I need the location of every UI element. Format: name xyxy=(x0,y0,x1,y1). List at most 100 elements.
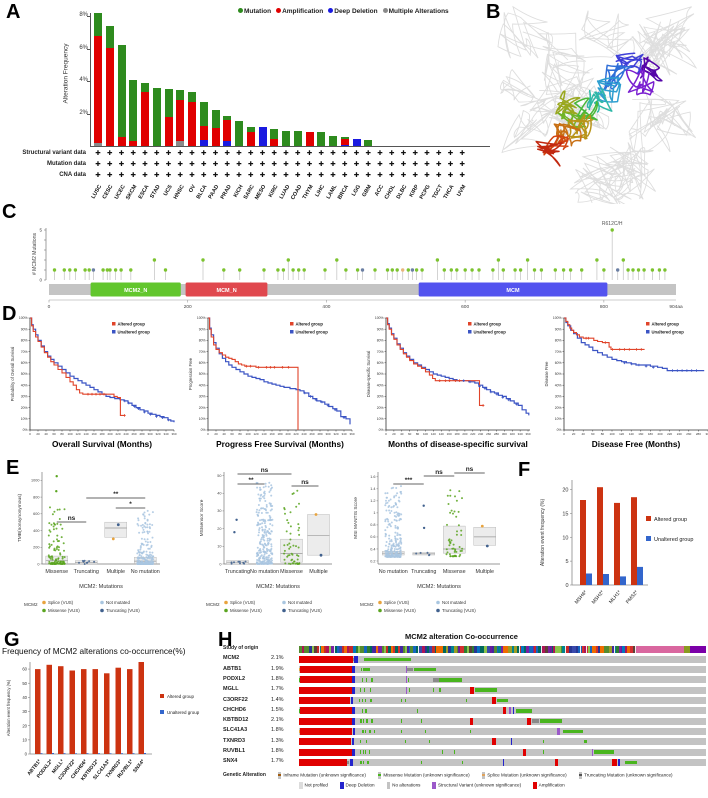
plus-icon: ✚ xyxy=(154,161,160,168)
alteration-seg xyxy=(406,667,414,672)
alteration-seg xyxy=(617,758,620,766)
alteration-seg xyxy=(512,707,515,715)
svg-text:30%: 30% xyxy=(377,395,384,399)
alteration-seg xyxy=(349,758,354,766)
study-seg xyxy=(382,645,385,653)
svg-text:Unaltered group: Unaltered group xyxy=(118,329,151,334)
study-seg xyxy=(443,645,447,653)
panel-e-label: E xyxy=(6,457,20,479)
gene-name: MGLL xyxy=(223,686,239,693)
study-seg xyxy=(378,645,380,653)
category-label: Multiple xyxy=(309,569,328,575)
bar-unaltered xyxy=(586,573,592,585)
study-seg xyxy=(590,645,592,653)
y-tick xyxy=(87,81,90,82)
svg-text:MCM2: MCM2 xyxy=(206,602,220,607)
study-seg xyxy=(358,645,360,653)
y-tick-label: 8% xyxy=(79,12,88,18)
scatter-points-truncating xyxy=(415,504,431,557)
study-seg xyxy=(616,645,619,653)
scatter-points-multiple xyxy=(314,513,323,557)
significance-label: ** xyxy=(248,477,254,484)
y-axis xyxy=(90,13,91,147)
svg-text:80: 80 xyxy=(238,432,242,436)
bar-altered xyxy=(104,673,110,754)
gene-track xyxy=(299,655,706,663)
x-category-label: STAD xyxy=(149,184,162,200)
alteration-seg xyxy=(371,719,373,723)
svg-text:360: 360 xyxy=(171,432,176,436)
gene-alteration-pct: 1.8% xyxy=(271,748,284,754)
alteration-seg xyxy=(371,678,373,682)
x-category-label: UVM xyxy=(456,184,468,198)
alteration-seg xyxy=(522,748,527,756)
panel-e-strip-plots: 0 200 400 600 800 1000 TMB(nonsynonymous) Misse… xyxy=(0,460,520,636)
study-seg xyxy=(316,645,320,653)
study-seg xyxy=(480,645,484,653)
alteration-seg xyxy=(370,688,372,692)
svg-text:Disease Free: Disease Free xyxy=(544,361,549,387)
svg-text:Not mutated: Not mutated xyxy=(442,600,466,605)
svg-text:MCM2_N: MCM2_N xyxy=(124,288,147,294)
altered-curve xyxy=(30,317,126,416)
bar-altered xyxy=(92,669,98,754)
study-seg xyxy=(379,645,383,653)
bar-altered xyxy=(46,664,52,754)
study-seg xyxy=(372,645,376,653)
km-plot-4: 0% 10% 20% 30% 40% 50% 60% 70% 80% 90% 100% 0 20 40 60… xyxy=(544,316,708,449)
svg-text:50%: 50% xyxy=(377,372,384,376)
plus-icon: ✚ xyxy=(412,150,418,157)
alteration-seg xyxy=(360,688,362,692)
gene-alteration-pct: 1.7% xyxy=(271,758,284,765)
domain-MCM xyxy=(418,282,608,297)
oncoprint-row-txnrd3: TXNRD3 1.3% xyxy=(215,737,708,747)
plus-icon: ✚ xyxy=(295,161,301,168)
plus-icon: ✚ xyxy=(107,172,113,179)
legend: Mutation Amplification Deep Deletion Multip… xyxy=(238,8,449,15)
alteration-seg xyxy=(359,698,361,703)
study-seg xyxy=(508,645,512,653)
plus-icon: ✚ xyxy=(95,161,101,168)
plus-icon: ✚ xyxy=(224,172,230,179)
bar-segment xyxy=(199,125,208,141)
bar-altered xyxy=(127,669,133,754)
svg-text:70%: 70% xyxy=(377,350,384,354)
svg-text:160: 160 xyxy=(91,432,96,436)
plus-icon: ✚ xyxy=(248,172,254,179)
plus-icon: ✚ xyxy=(177,150,183,157)
svg-text:220: 220 xyxy=(115,432,120,436)
svg-text:MCM_N: MCM_N xyxy=(217,288,237,294)
significance-label: ns xyxy=(435,469,443,476)
gene-name: RUVBL1 xyxy=(223,748,246,754)
alteration-seg xyxy=(429,739,431,744)
alteration-seg xyxy=(364,657,411,662)
svg-text:320: 320 xyxy=(333,432,338,436)
category-label: Multiple xyxy=(106,569,125,575)
alteration-seg xyxy=(300,676,352,684)
plus-icon: ✚ xyxy=(412,161,418,168)
bar-altered xyxy=(35,669,41,754)
svg-text:90%: 90% xyxy=(377,327,384,331)
bar-unaltered xyxy=(144,753,146,754)
plus-icon: ✚ xyxy=(377,150,383,157)
plus-icon: ✚ xyxy=(189,150,195,157)
alteration-seg xyxy=(352,727,356,735)
bar-segment xyxy=(211,110,220,129)
plus-icon: ✚ xyxy=(95,172,101,179)
bar-segment xyxy=(258,127,267,146)
study-seg xyxy=(496,645,499,653)
study-seg xyxy=(554,645,559,653)
alteration-seg xyxy=(408,688,411,692)
study-seg xyxy=(592,645,595,653)
gene-name: MCM2 xyxy=(223,655,240,662)
alteration-seg xyxy=(299,686,352,694)
study-seg xyxy=(474,645,477,653)
svg-text:40: 40 xyxy=(44,432,48,436)
box xyxy=(473,527,496,546)
study-seg xyxy=(471,645,475,653)
svg-text:240: 240 xyxy=(301,432,306,436)
legend-item: Not profiled xyxy=(299,781,328,789)
bar-segment xyxy=(282,130,290,146)
study-seg xyxy=(421,645,425,653)
study-seg xyxy=(415,645,419,653)
